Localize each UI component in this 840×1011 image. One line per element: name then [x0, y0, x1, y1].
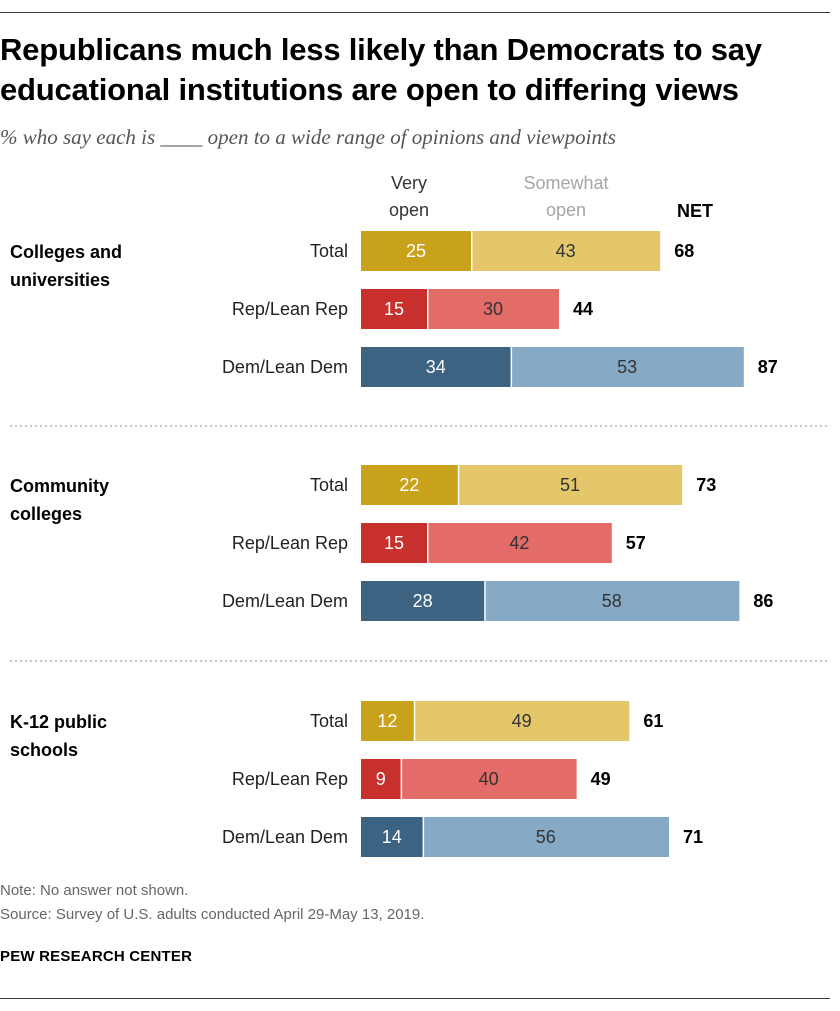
bar-very-open-community-colleges-dem-lean-dem: [361, 581, 485, 621]
row-label-colleges-and-universities-total: Total: [310, 241, 348, 261]
value-net-community-colleges-total: 73: [696, 475, 716, 495]
bar-somewhat-open-k-12-public-schools-rep-lean-rep: [402, 759, 577, 799]
bar-very-open-colleges-and-universities-rep-lean-rep: [361, 289, 427, 329]
bar-somewhat-open-community-colleges-total: [459, 465, 683, 505]
stacked-bar-chart: Very open Somewhat open NET Colleges and unive…: [10, 173, 830, 857]
bar-very-open-k-12-public-schools-rep-lean-rep: [361, 759, 401, 799]
row-label-community-colleges-dem-lean-dem: Dem/Lean Dem: [222, 591, 348, 611]
value-very-open-k-12-public-schools-total: 12: [377, 711, 397, 731]
value-net-community-colleges-dem-lean-dem: 86: [753, 591, 773, 611]
bar-somewhat-open-colleges-and-universities-rep-lean-rep: [428, 289, 559, 329]
group-label-k-12-public-schools-line-1: K-12 public: [10, 712, 107, 732]
bar-very-open-colleges-and-universities-total: [361, 231, 471, 271]
group-label-k-12-public-schools-line-2: schools: [10, 740, 78, 760]
value-very-open-community-colleges-rep-lean-rep: 15: [384, 533, 404, 553]
bottom-rule: [0, 998, 830, 999]
source-text: Source: Survey of U.S. adults conducted …: [0, 906, 425, 923]
chart-subtitle: % who say each is ____ open to a wide ra…: [0, 125, 616, 149]
row-label-k-12-public-schools-total: Total: [310, 711, 348, 731]
value-somewhat-open-k-12-public-schools-total: 49: [512, 711, 532, 731]
value-very-open-colleges-and-universities-rep-lean-rep: 15: [384, 299, 404, 319]
value-very-open-k-12-public-schools-rep-lean-rep: 9: [376, 769, 386, 789]
group-label-community-colleges-line-2: colleges: [10, 504, 82, 524]
value-net-k-12-public-schools-rep-lean-rep: 49: [591, 769, 611, 789]
value-somewhat-open-colleges-and-universities-rep-lean-rep: 30: [483, 299, 503, 319]
value-somewhat-open-colleges-and-universities-dem-lean-dem: 53: [617, 357, 637, 377]
brand-label: PEW RESEARCH CENTER: [0, 948, 193, 965]
chart-title: Republicans much less likely than Democr…: [0, 32, 762, 107]
value-net-colleges-and-universities-total: 68: [674, 241, 694, 261]
value-very-open-community-colleges-total: 22: [399, 475, 419, 495]
value-very-open-colleges-and-universities-total: 25: [406, 241, 426, 261]
row-label-community-colleges-total: Total: [310, 475, 348, 495]
note-text: Note: No answer not shown.: [0, 882, 189, 899]
value-somewhat-open-community-colleges-total: 51: [560, 475, 580, 495]
top-rule: [0, 12, 830, 13]
bar-somewhat-open-colleges-and-universities-total: [472, 231, 661, 271]
legend-net-line-1: NET: [677, 201, 713, 221]
row-label-colleges-and-universities-rep-lean-rep: Rep/Lean Rep: [232, 299, 348, 319]
value-net-k-12-public-schools-dem-lean-dem: 71: [683, 827, 703, 847]
legend-very-open-line-1: Very: [391, 173, 427, 193]
value-somewhat-open-community-colleges-dem-lean-dem: 58: [602, 591, 622, 611]
value-very-open-k-12-public-schools-dem-lean-dem: 14: [382, 827, 402, 847]
group-label-colleges-and-universities-line-2: universities: [10, 270, 110, 290]
bar-somewhat-open-k-12-public-schools-total: [415, 701, 630, 741]
bar-somewhat-open-k-12-public-schools-dem-lean-dem: [424, 817, 669, 857]
value-net-community-colleges-rep-lean-rep: 57: [626, 533, 646, 553]
row-label-colleges-and-universities-dem-lean-dem: Dem/Lean Dem: [222, 357, 348, 377]
group-label-colleges-and-universities-line-1: Colleges and: [10, 242, 122, 262]
value-net-colleges-and-universities-dem-lean-dem: 87: [758, 357, 778, 377]
legend-somewhat-open-line-1: Somewhat: [523, 173, 608, 193]
value-somewhat-open-community-colleges-rep-lean-rep: 42: [509, 533, 529, 553]
bar-very-open-community-colleges-total: [361, 465, 458, 505]
value-somewhat-open-k-12-public-schools-rep-lean-rep: 40: [479, 769, 499, 789]
bar-somewhat-open-community-colleges-dem-lean-dem: [485, 581, 740, 621]
bar-very-open-k-12-public-schools-total: [361, 701, 414, 741]
bar-very-open-community-colleges-rep-lean-rep: [361, 523, 427, 563]
row-label-k-12-public-schools-rep-lean-rep: Rep/Lean Rep: [232, 769, 348, 789]
legend-somewhat-open-line-2: open: [546, 200, 586, 220]
bar-very-open-colleges-and-universities-dem-lean-dem: [361, 347, 511, 387]
value-somewhat-open-k-12-public-schools-dem-lean-dem: 56: [536, 827, 556, 847]
bar-somewhat-open-colleges-and-universities-dem-lean-dem: [512, 347, 744, 387]
value-very-open-community-colleges-dem-lean-dem: 28: [413, 591, 433, 611]
value-net-k-12-public-schools-total: 61: [643, 711, 663, 731]
value-net-colleges-and-universities-rep-lean-rep: 44: [573, 299, 593, 319]
row-label-k-12-public-schools-dem-lean-dem: Dem/Lean Dem: [222, 827, 348, 847]
bar-very-open-k-12-public-schools-dem-lean-dem: [361, 817, 423, 857]
row-label-community-colleges-rep-lean-rep: Rep/Lean Rep: [232, 533, 348, 553]
value-somewhat-open-colleges-and-universities-total: 43: [556, 241, 576, 261]
group-label-community-colleges-line-1: Community: [10, 476, 109, 496]
bar-somewhat-open-community-colleges-rep-lean-rep: [428, 523, 612, 563]
legend-very-open-line-2: open: [389, 200, 429, 220]
value-very-open-colleges-and-universities-dem-lean-dem: 34: [426, 357, 446, 377]
